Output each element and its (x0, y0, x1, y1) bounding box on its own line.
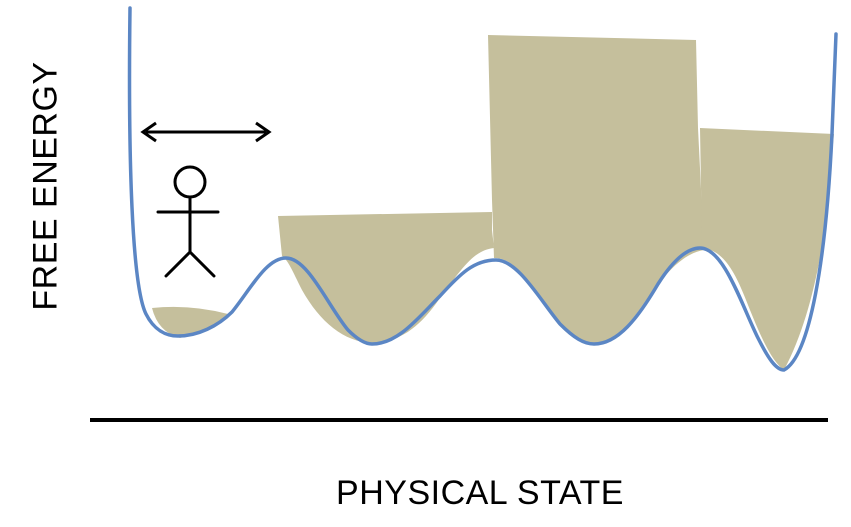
fill-region-tall-block (488, 35, 704, 345)
x-axis-label: PHYSICAL STATE (336, 474, 624, 512)
stick-figure-icon (156, 165, 220, 278)
energy-curve (127, 6, 838, 372)
fill-region-right-block (700, 128, 834, 370)
y-axis-label: FREE ENERGY (26, 61, 65, 311)
double-arrow-icon (140, 121, 272, 143)
filled-regions (152, 35, 834, 370)
fill-region-first-well (152, 306, 228, 338)
